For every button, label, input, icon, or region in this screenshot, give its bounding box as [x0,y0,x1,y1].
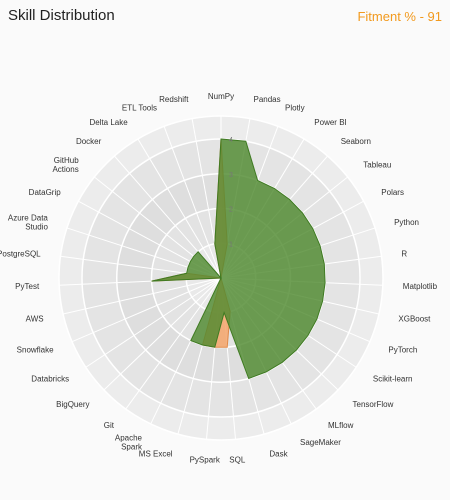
category-labels: NumPy Pandas Plotly Power BI Seaborn Tableau P… [0,92,438,464]
axis-label-postgresql: PostgreSQL [0,250,41,259]
axis-label-tensorflow: TensorFlow [353,400,394,409]
tick-label: 2 [229,207,233,214]
axis-label-ms-excel: MS Excel [139,449,173,458]
grid-spoke [62,277,222,315]
grid-spoke [71,277,222,343]
axis-label-pyspark: PySpark [190,455,221,464]
grid-spoke [125,277,222,410]
axis-label-pytest: PyTest [15,282,40,291]
axis-label-azure-data-studio: Azure Data Studio [8,213,49,231]
axis-label-mlflow: MLflow [328,421,354,430]
axis-label-etl-tools: ETL Tools [122,104,157,113]
tick-label: 4 [229,137,233,144]
axis-label-xgboost: XGBoost [398,315,431,324]
axis-label-github-actions: GitHub Actions [52,156,79,174]
axis-label-databricks: Databricks [31,374,69,383]
axis-label-sagemaker: SageMaker [300,438,341,447]
axis-label-r: R [401,250,407,259]
axis-label-numpy: NumPy [208,92,234,101]
axis-label-aws: AWS [26,315,44,324]
axis-label-python: Python [394,218,419,227]
axis-label-power-bi: Power BI [314,118,346,127]
axis-label-delta-lake: Delta Lake [89,118,128,127]
axis-label-snowflake: Snowflake [17,346,54,355]
axis-label-apache-spark: Apache Spark [115,434,143,452]
chart-title: Skill Distribution [8,7,115,24]
tick-label: 1 [229,241,233,248]
grid-spoke [163,126,222,279]
radial-ticks: 1 2 3 4 [229,137,233,248]
chart-header: Skill Distribution Fitment % - 91 [0,0,450,34]
series-required-area [151,138,326,380]
grid-spoke [137,138,222,279]
axis-label-tableau: Tableau [363,161,391,170]
axis-label-seaborn: Seaborn [341,137,371,146]
axis-label-pandas: Pandas [254,95,281,104]
fitment-score: Fitment % - 91 [357,9,442,24]
axis-label-dask: Dask [269,449,288,458]
axis-label-plotly: Plotly [285,104,305,113]
axis-label-polars: Polars [381,188,404,197]
grid-spoke [103,277,222,391]
axis-label-bigquery: BigQuery [56,400,89,409]
axis-label-docker: Docker [76,137,102,146]
axis-label-sql: SQL [229,455,246,464]
axis-label-pytorch: PyTorch [388,346,417,355]
axis-label-redshift: Redshift [159,95,189,104]
grid-spoke [85,277,222,368]
axis-label-scikit-learn: Scikit-learn [373,374,413,383]
axis-label-matplotlib: Matplotlib [403,282,438,291]
tick-label: 3 [229,172,233,179]
axis-label-datagrip: DataGrip [29,188,62,197]
axis-label-git: Git [104,421,115,430]
